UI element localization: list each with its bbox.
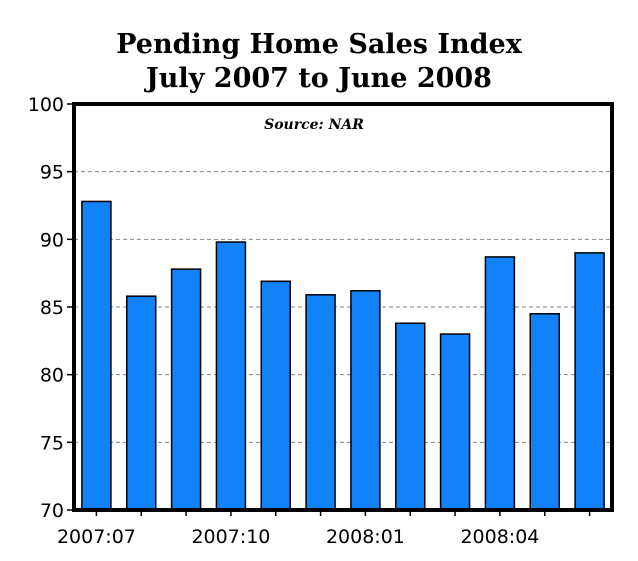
x-tick-label-2008:04: 2008:04 [460,526,539,548]
chart-title-line-1: Pending Home Sales Index [116,29,522,60]
bar-2007:07 [81,200,112,511]
x-tick-label-2008:01: 2008:01 [326,526,405,548]
source-annotation: Source: NAR [264,117,364,133]
bar-2007:10 [215,241,247,511]
y-tick-label-70: 70 [40,500,64,522]
x-tick-label-2007:07: 2007:07 [57,526,136,548]
chart-title: Pending Home Sales Index July 2007 to Ju… [0,28,638,96]
bar-2008:05 [529,313,560,511]
y-tick-label-75: 75 [40,432,64,454]
bar-2007:09 [170,268,202,511]
bar-2008:02 [395,322,426,511]
grid-lines [74,171,612,443]
bar-2008:06 [574,252,605,511]
bar-2007:08 [126,295,157,511]
y-tick-label-80: 80 [40,365,64,387]
y-tick-label-90: 90 [40,229,64,251]
bar-2008:01 [350,290,381,511]
y-tick-label-85: 85 [40,297,64,319]
bar-2008:04 [484,256,516,511]
bar-2008:03 [439,333,471,511]
bar-2007:12 [305,294,336,511]
x-axis-ticks: 2007:07 2007:10 2008:01 2008:04 [57,510,591,548]
y-tick-label-100: 100 [28,94,64,116]
bar-2007:11 [260,280,291,511]
y-tick-label-95: 95 [40,162,64,184]
bars [81,200,605,511]
y-axis-ticks: 70 75 80 85 90 95 100 [28,94,74,522]
x-tick-label-2007:10: 2007:10 [191,526,270,548]
chart-title-line-2: July 2007 to June 2008 [146,63,492,94]
